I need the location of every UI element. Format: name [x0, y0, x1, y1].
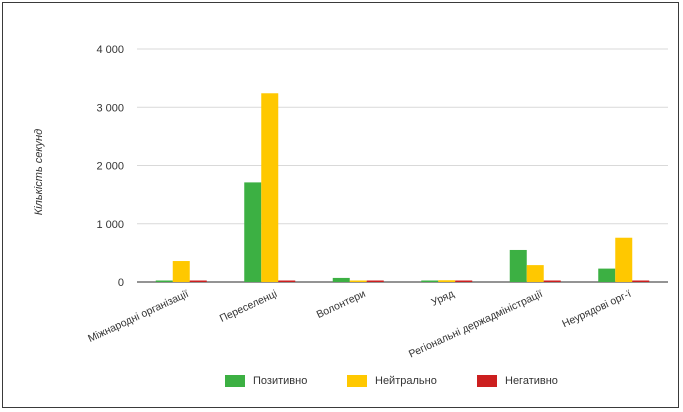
x-tick-label: Переселенці — [218, 288, 279, 325]
legend-item-positive[interactable]: Позитивно — [225, 375, 307, 387]
y-tick-label: 3 000 — [96, 102, 124, 114]
bar[interactable] — [278, 280, 296, 283]
legend-label-positive: Позитивно — [253, 375, 308, 387]
y-tick-label: 1 000 — [96, 219, 124, 231]
bars — [155, 93, 650, 283]
y-tick-label: 0 — [118, 277, 124, 289]
y-tick-label: 2 000 — [96, 161, 124, 173]
bar[interactable] — [189, 280, 207, 283]
x-tick-label: Волонтери — [315, 288, 368, 321]
legend-label-neutral: Нейтрально — [375, 375, 437, 387]
y-axis-ticks: 0 1 000 2 000 3 000 4 000 — [96, 44, 124, 289]
bar[interactable] — [598, 268, 616, 282]
bar[interactable] — [438, 280, 456, 282]
legend: Позитивно Нейтрально Негативно — [0, 375, 683, 395]
x-tick-label: Уряд — [429, 288, 456, 309]
legend-item-negative[interactable]: Негативно — [477, 375, 558, 387]
x-tick-label: Регіональні держадміністрації — [407, 288, 545, 361]
bar[interactable] — [543, 280, 561, 283]
x-axis-categories: Міжнародні організації Переселенці Волонте… — [86, 288, 633, 361]
legend-swatch-negative — [477, 375, 497, 387]
legend-swatch-positive — [225, 375, 245, 387]
bar[interactable] — [421, 280, 439, 283]
bar[interactable] — [261, 93, 279, 283]
bar[interactable] — [172, 261, 190, 282]
bar[interactable] — [526, 265, 544, 282]
y-tick-label: 4 000 — [96, 44, 124, 56]
gridlines — [137, 48, 668, 283]
bar[interactable] — [509, 249, 527, 282]
bar[interactable] — [455, 280, 473, 283]
bar[interactable] — [615, 237, 633, 282]
chart-frame — [2, 2, 679, 408]
bar[interactable] — [366, 280, 384, 283]
bar[interactable] — [332, 277, 350, 282]
bar[interactable] — [632, 280, 650, 283]
x-tick-label: Міжнародні організації — [86, 288, 190, 345]
legend-item-neutral[interactable]: Нейтрально — [347, 375, 437, 387]
legend-label-negative: Негативно — [505, 375, 558, 387]
x-tick-label: Неурядові орг-ї — [560, 288, 633, 330]
bar[interactable] — [244, 182, 262, 282]
y-axis-label: Кількість секунд — [33, 129, 45, 216]
bar[interactable] — [349, 280, 367, 283]
bar[interactable] — [155, 280, 173, 283]
legend-swatch-neutral — [347, 375, 367, 387]
